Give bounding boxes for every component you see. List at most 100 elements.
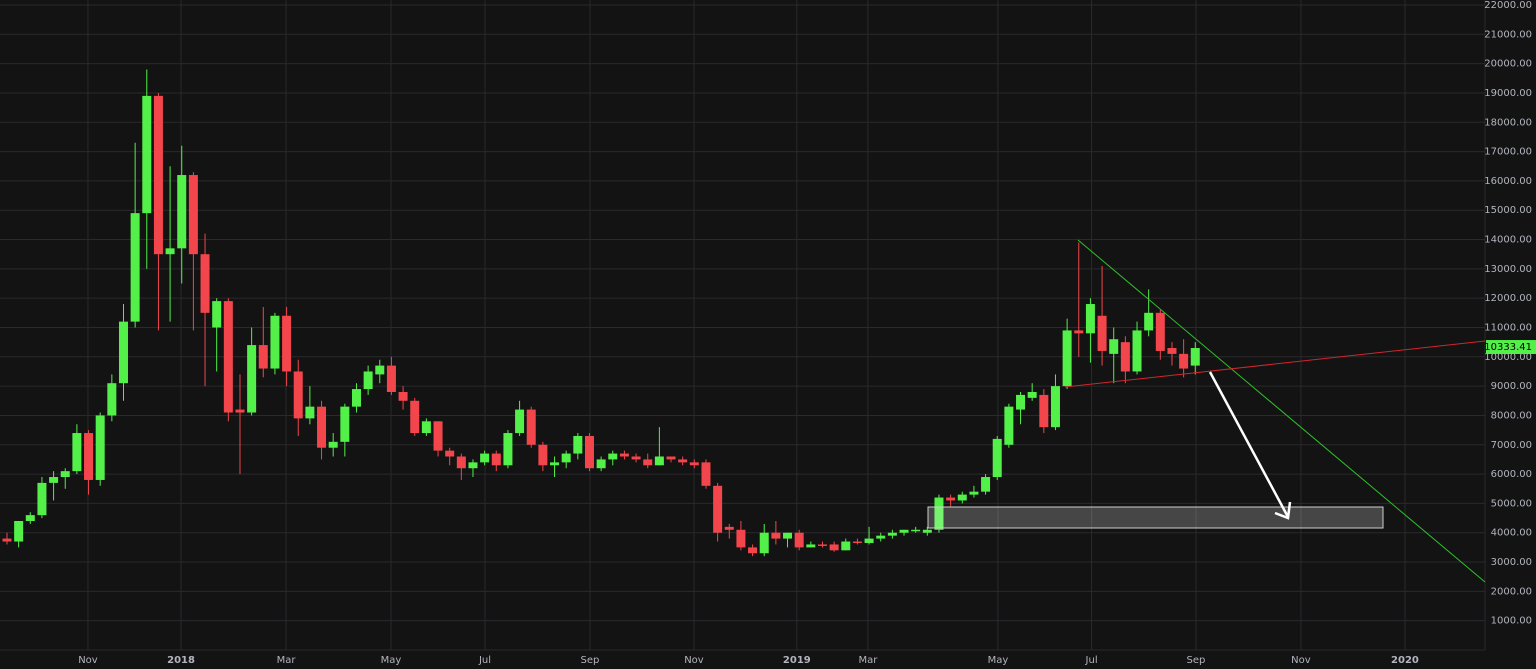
- candle-body: [526, 409, 536, 445]
- candles: [2, 69, 1200, 557]
- candle-body: [282, 315, 292, 372]
- candle-body: [573, 435, 583, 454]
- candle-body: [783, 532, 793, 539]
- candle-body: [1190, 348, 1200, 366]
- candle-body: [107, 383, 117, 416]
- x-tick-label: May: [988, 655, 1009, 666]
- candle-body: [922, 529, 932, 533]
- candle-body: [480, 453, 490, 463]
- candle-body: [1027, 391, 1037, 398]
- candle-body: [153, 95, 163, 255]
- y-tick-label: 13000.00: [1484, 264, 1532, 275]
- candle-body: [876, 535, 886, 539]
- trendline-support: [1064, 340, 1486, 388]
- candle-body: [969, 491, 979, 495]
- candle-body: [1144, 312, 1154, 331]
- y-tick-label: 11000.00: [1484, 322, 1532, 333]
- y-tick-label: 16000.00: [1484, 176, 1532, 187]
- candle-body: [829, 544, 839, 551]
- candle-body: [759, 532, 769, 554]
- y-tick-label: 18000.00: [1484, 117, 1532, 128]
- candle-body: [188, 175, 198, 255]
- last-price-label: 10333.41: [1484, 342, 1532, 353]
- candle-body: [270, 315, 280, 369]
- candle-body: [666, 456, 676, 460]
- x-tick-label: Jul: [478, 655, 491, 666]
- candle-body: [806, 544, 816, 548]
- y-tick-label: 7000.00: [1491, 440, 1532, 451]
- candle-body: [363, 371, 373, 390]
- candle-body: [864, 538, 874, 543]
- x-tick-label: Mar: [277, 655, 297, 666]
- candle-body: [1085, 304, 1095, 334]
- last-price-tag: [1486, 340, 1536, 355]
- candle-body: [95, 415, 105, 480]
- candle-body: [72, 433, 82, 472]
- candle-body: [899, 529, 909, 533]
- candle-body: [643, 459, 653, 466]
- candle-body: [258, 345, 268, 369]
- candle-body: [375, 365, 385, 375]
- candle-body: [608, 453, 618, 460]
- candle-body: [584, 435, 594, 469]
- candle-body: [515, 409, 525, 434]
- candle-body: [689, 462, 699, 466]
- candle-body: [212, 301, 222, 328]
- y-tick-label: 1000.00: [1491, 616, 1532, 627]
- y-tick-label: 10000.00: [1484, 352, 1532, 363]
- y-tick-label: 2000.00: [1491, 586, 1532, 597]
- candle-body: [736, 529, 746, 548]
- x-tick-label: Nov: [78, 655, 98, 666]
- candle-body: [503, 433, 513, 466]
- y-tick-label: 20000.00: [1484, 59, 1532, 70]
- candle-body: [1004, 406, 1014, 445]
- y-tick-label: 17000.00: [1484, 147, 1532, 158]
- grid: [0, 0, 1485, 650]
- candle-body: [445, 450, 455, 457]
- candle-body: [340, 406, 350, 442]
- candle-body: [1074, 330, 1084, 334]
- y-tick-label: 12000.00: [1484, 293, 1532, 304]
- candle-body: [957, 494, 967, 501]
- candle-body: [538, 444, 548, 466]
- y-tick-label: 19000.00: [1484, 88, 1532, 99]
- candle-body: [468, 462, 478, 469]
- candle-body: [1039, 394, 1049, 428]
- x-tick-label: Sep: [581, 655, 600, 666]
- candle-body: [410, 400, 420, 434]
- candle-body: [1097, 315, 1107, 351]
- y-tick-label: 3000.00: [1491, 557, 1532, 568]
- y-tick-label: 8000.00: [1491, 410, 1532, 421]
- candle-body: [992, 438, 1002, 478]
- candle-body: [946, 497, 956, 501]
- candle-body: [491, 453, 501, 466]
- candle-body: [130, 213, 140, 322]
- candle-body: [817, 544, 827, 546]
- candle-body: [165, 248, 175, 255]
- candle-body: [1109, 339, 1119, 354]
- candle-body: [794, 532, 804, 548]
- candle-body: [84, 433, 94, 480]
- target-zone: [927, 506, 1384, 529]
- candle-body: [561, 453, 571, 463]
- candle-body: [60, 471, 70, 478]
- candle-body: [247, 345, 257, 413]
- candle-body: [550, 462, 560, 466]
- candle-body: [351, 389, 361, 407]
- candle-body: [223, 301, 233, 413]
- candle-body: [235, 409, 245, 413]
- candle-body: [1120, 342, 1130, 372]
- candle-body: [1167, 348, 1177, 354]
- candle-body: [887, 532, 897, 536]
- candle-body: [852, 541, 862, 543]
- y-tick-label: 22000.00: [1484, 0, 1532, 11]
- candle-body: [317, 406, 327, 448]
- candle-body: [305, 406, 315, 419]
- candle-body: [1016, 394, 1026, 410]
- y-tick-label: 14000.00: [1484, 235, 1532, 246]
- y-tick-label: 21000.00: [1484, 29, 1532, 40]
- candle-body: [619, 453, 629, 457]
- candle-body: [328, 441, 338, 448]
- candle-body: [433, 421, 443, 451]
- candle-body: [142, 95, 152, 214]
